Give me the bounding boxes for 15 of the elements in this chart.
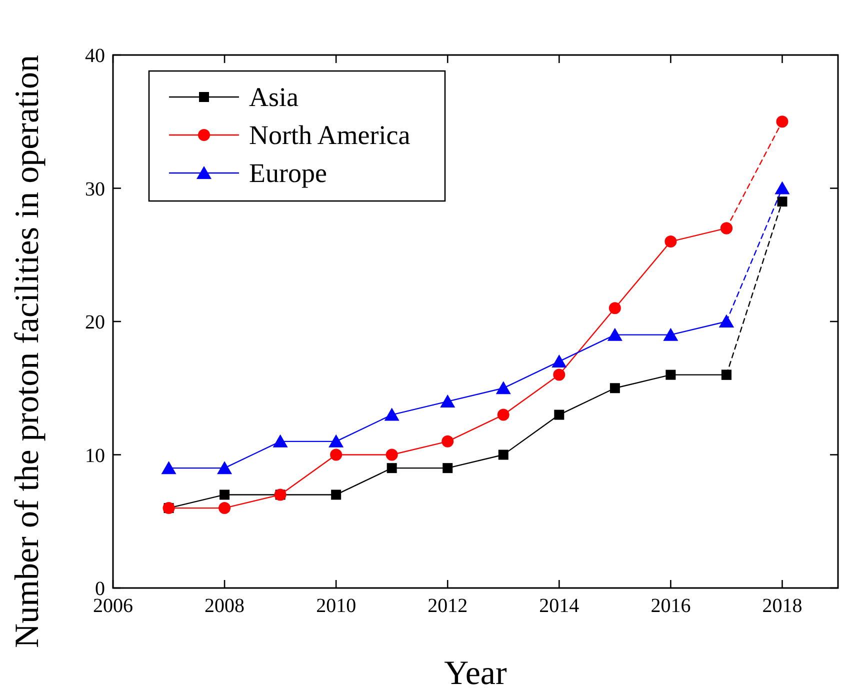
y-tick-label: 10 (85, 444, 105, 467)
x-tick-label: 2012 (428, 595, 468, 617)
x-tick-label: 2010 (316, 595, 356, 617)
x-tick-label: 2018 (762, 595, 802, 617)
x-tick-label: 2014 (539, 595, 580, 617)
x-axis-title: Year (444, 655, 508, 692)
y-tick-label: 20 (85, 312, 105, 334)
legend-label: Asia (249, 82, 299, 112)
legend-label: North America (249, 120, 410, 150)
x-tick-label: 2016 (650, 595, 691, 617)
y-tick-label: 30 (85, 178, 105, 200)
y-axis-title: Number of the proton facilities in operation (9, 55, 46, 648)
x-tick-label: 2008 (204, 595, 245, 617)
y-tick-label: 40 (85, 45, 105, 67)
legend-label: Europe (249, 158, 327, 188)
